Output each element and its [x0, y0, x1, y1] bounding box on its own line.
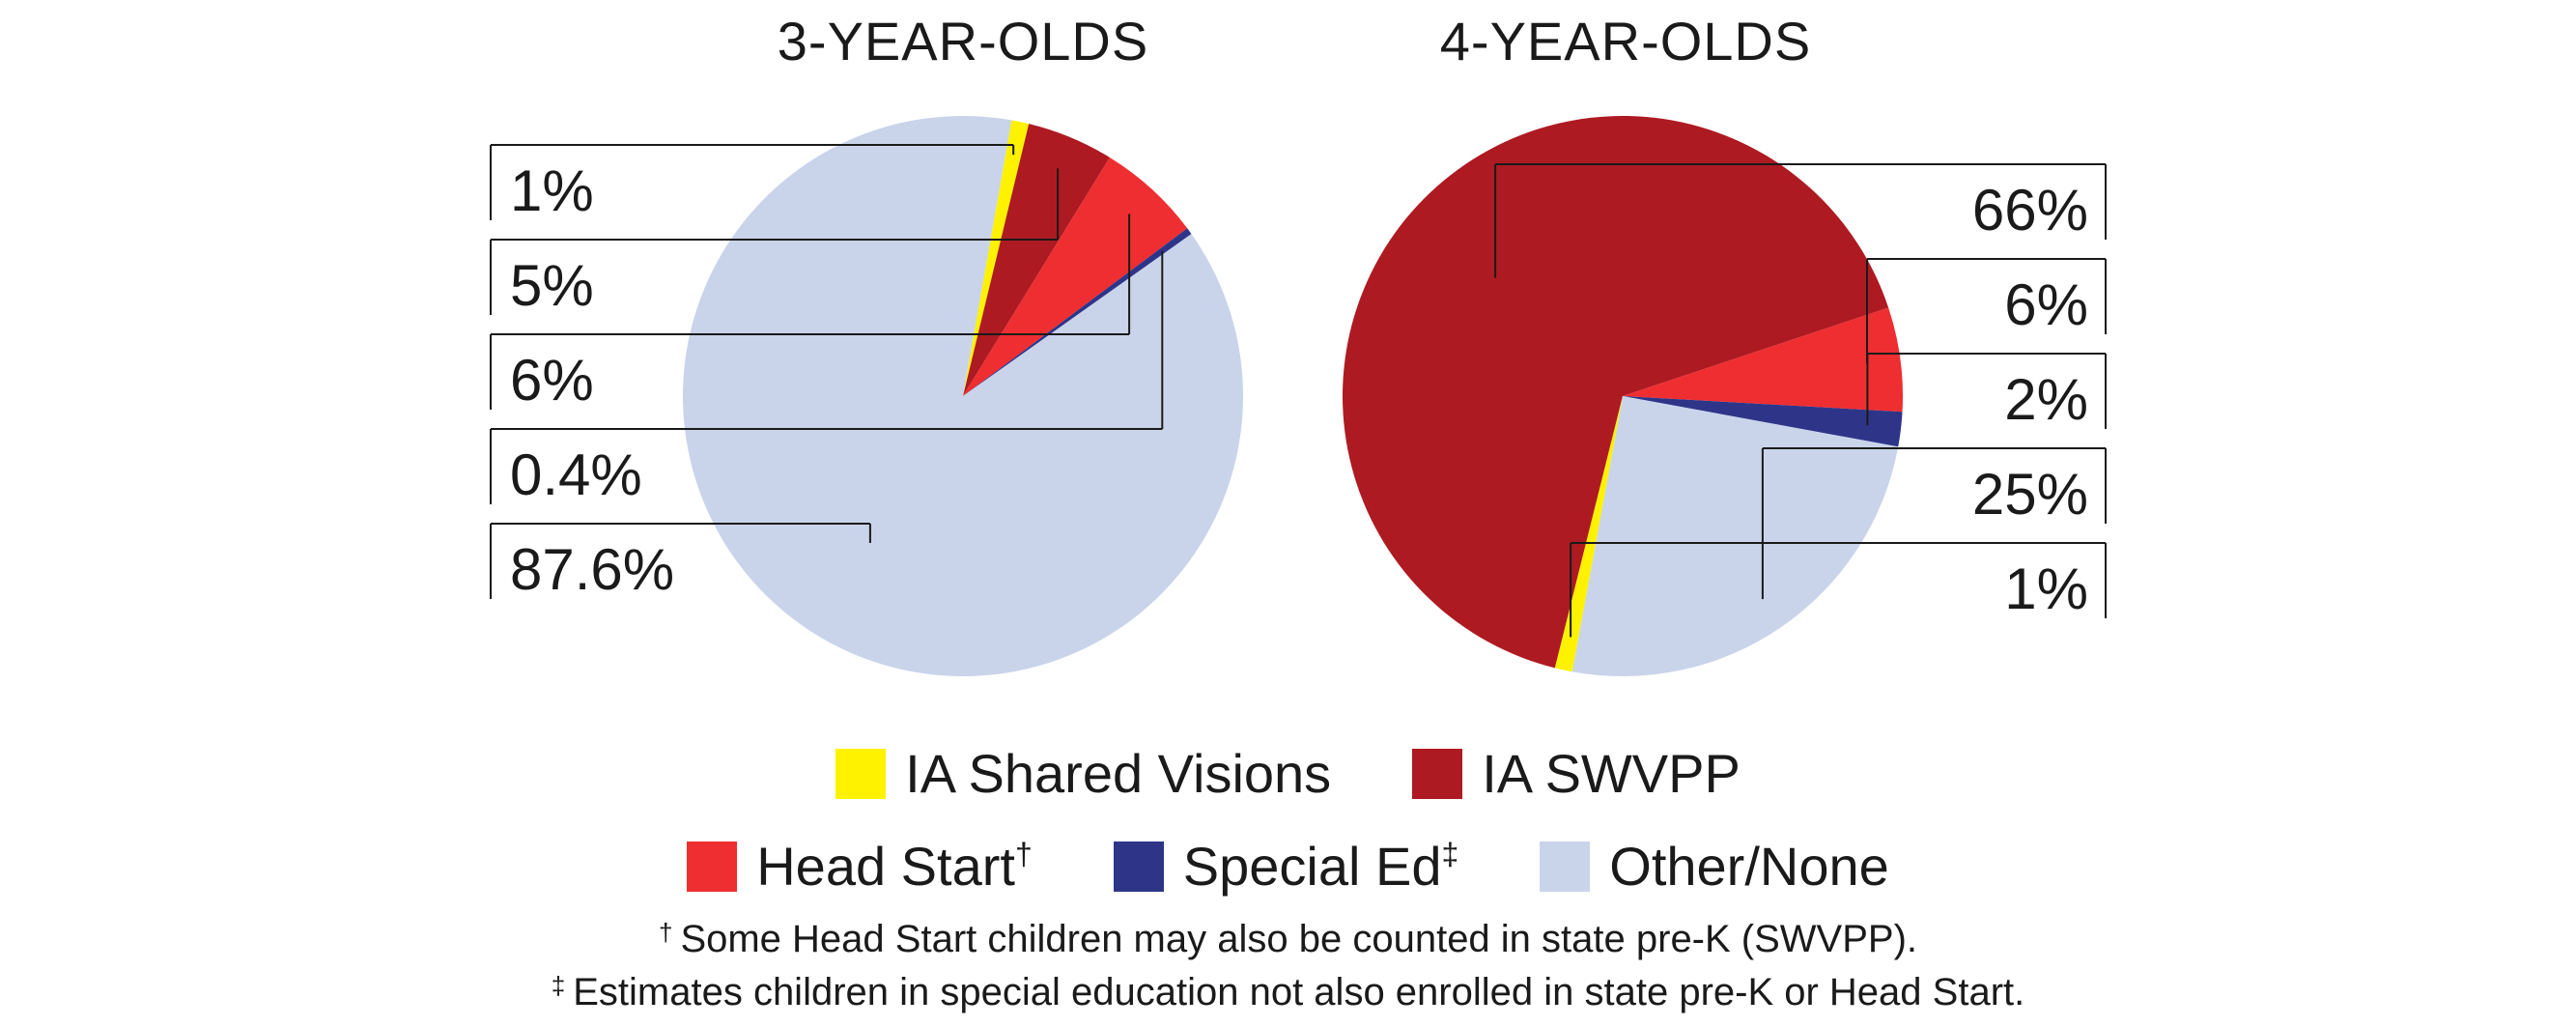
data-label-head-start: 6% — [2004, 272, 2088, 337]
pie-slice-special-ed — [1623, 396, 1903, 447]
legend-label-head-start: Head Start† — [756, 835, 1033, 898]
legend-item-other-none: Other/None — [1540, 835, 1889, 898]
chart-title-3-year-olds: 3-YEAR-OLDS — [777, 11, 1149, 71]
footnote-double-dagger-text: Estimates children in special education … — [573, 971, 2025, 1013]
legend-item-ia-shared-visions: IA Shared Visions — [835, 742, 1331, 805]
data-label-special-ed: 2% — [2004, 367, 2088, 432]
pie-slice-ia-shared-visions — [1554, 396, 1623, 672]
data-label-ia-swvpp: 66% — [1972, 178, 2088, 242]
pie-slice-ia-swvpp — [963, 124, 1110, 396]
legend-label-special-ed: Special Ed‡ — [1183, 835, 1459, 898]
legend-item-ia-swvpp: IA SWVPP — [1412, 742, 1741, 805]
pie-slice-other-none — [1571, 396, 1899, 677]
pie-charts: 1% 5% 6% 0.4% 87.6% 66% 6% 2% 25% 1% — [490, 116, 2107, 677]
data-label-ia-shared-visions: 1% — [2004, 556, 2088, 621]
pie-slice-head-start — [1623, 307, 1904, 413]
pie-slice-ia-swvpp — [1342, 116, 1889, 669]
legend-label-other-none: Other/None — [1609, 836, 1889, 897]
data-label-ia-shared-visions: 1% — [510, 158, 594, 223]
legend-swatch-special-ed — [1113, 841, 1164, 892]
data-label-head-start: 6% — [510, 348, 594, 413]
data-label-other-none: 87.6% — [510, 537, 674, 602]
pie-chart-3-year-olds: 1% 5% 6% 0.4% 87.6% — [490, 116, 1244, 677]
legend-swatch-ia-swvpp — [1412, 748, 1463, 799]
data-label-ia-swvpp: 5% — [510, 253, 594, 318]
dagger-mark: † — [1014, 837, 1033, 871]
legend-item-special-ed: Special Ed‡ — [1113, 835, 1459, 898]
double-dagger-mark: ‡ — [1441, 837, 1459, 871]
footnote-double-dagger-mark: ‡ — [551, 971, 566, 1000]
pie-chart-4-year-olds: 66% 6% 2% 25% 1% — [1342, 116, 2107, 677]
pie-slice-other-none — [683, 116, 1244, 677]
legend-swatch-other-none — [1540, 841, 1591, 892]
data-label-other-none: 25% — [1972, 462, 2088, 527]
legend-swatch-ia-shared-visions — [835, 748, 887, 799]
legend-text-special-ed: Special Ed — [1182, 836, 1442, 897]
legend-label-ia-shared-visions: IA Shared Visions — [905, 743, 1332, 804]
legend-text-head-start: Head Start — [756, 836, 1015, 897]
legend-item-head-start: Head Start† — [687, 835, 1033, 898]
chart-title-4-year-olds: 4-YEAR-OLDS — [1439, 11, 1812, 71]
pie-slice-ia-shared-visions — [963, 120, 1030, 396]
legend-row-2: Head Start† Special Ed‡ Other/None — [0, 835, 2576, 898]
legend-label-ia-swvpp: IA SWVPP — [1482, 743, 1741, 804]
footnote-dagger-mark: † — [658, 918, 673, 947]
pie-slice-head-start — [963, 157, 1188, 396]
footnote-head-start: † Some Head Start children may also be co… — [0, 918, 2576, 961]
footnote-special-ed: ‡ Estimates children in special education… — [0, 971, 2576, 1014]
footnote-dagger-text: Some Head Start children may also be cou… — [680, 918, 1918, 960]
pie-slice-special-ed — [963, 228, 1192, 396]
legend-swatch-head-start — [687, 841, 738, 892]
data-label-special-ed: 0.4% — [510, 442, 642, 507]
legend-row-1: IA Shared Visions IA SWVPP — [0, 742, 2576, 805]
